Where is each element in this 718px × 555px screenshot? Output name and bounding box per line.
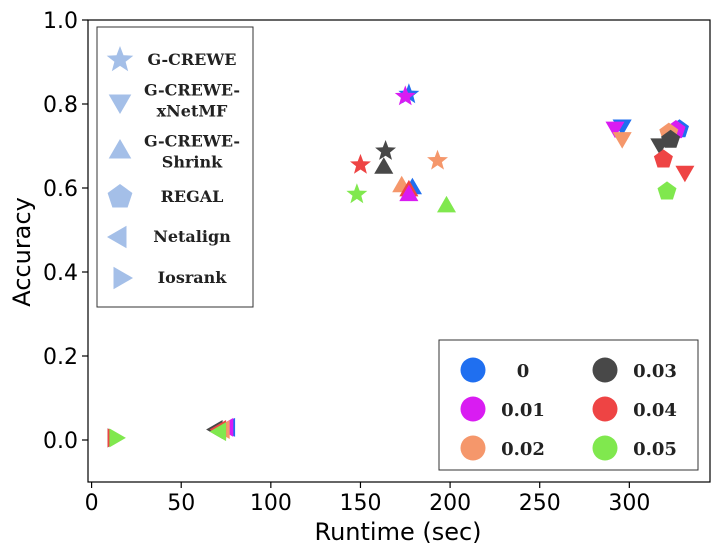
y-tick-label: 0.6 (43, 177, 78, 202)
legend-swatch-0 (460, 357, 486, 383)
x-tick-label: 200 (429, 491, 471, 516)
point-g-crewe-shrink-0-01 (399, 184, 419, 202)
legend-level-0-02: 0.02 (501, 439, 545, 460)
point-g-crewe-0-04 (350, 153, 371, 174)
y-tick-label: 0.0 (43, 429, 78, 454)
y-tick-label: 0.8 (43, 93, 78, 118)
legend-label-g-crewe-shrink: G-CREWE- (144, 132, 240, 151)
legend-marker-g-crewe (106, 46, 134, 72)
legend-label-g-crewe-shrink: Shrink (162, 153, 223, 172)
legend-label-g-crewe-xnetmf: G-CREWE- (144, 81, 240, 100)
x-tick-label: 0 (85, 491, 99, 516)
point-g-crewe-xnetmf-0-01 (605, 121, 625, 139)
legend-marker-iosrank (113, 266, 133, 290)
point-regal-0-04 (653, 149, 673, 168)
legend-label-regal: REGAL (161, 187, 224, 206)
legend-label-iosrank: Iosrank (158, 268, 228, 287)
plot-frame (87, 19, 711, 483)
legend-level-0-05: 0.05 (633, 439, 677, 460)
point-iosrank-0-05 (109, 428, 126, 448)
point-g-crewe-xnetmf-0-04 (675, 165, 695, 183)
legend-swatch-0-01 (460, 396, 486, 422)
x-tick-label: 100 (250, 491, 292, 516)
point-g-crewe-shrink-0-03 (374, 157, 394, 174)
method-legend: G-CREWE G-CREWE-xNetMF G-CREWE- Shrink REGAL… (96, 26, 254, 308)
legend-swatch-0-03 (592, 357, 618, 383)
legend-marker-g-crewe-shrink (108, 139, 132, 159)
point-netalign-0-05 (209, 422, 227, 442)
y-axis-ticks: 0.0 0.2 0.4 0.6 0.8 1.0 (43, 9, 88, 454)
legend-level-0-03: 0.03 (633, 361, 677, 382)
legend-level-0: 0 (517, 361, 530, 382)
legend-marker-g-crewe-xnetmf (108, 94, 132, 114)
legend-swatch-0-05 (592, 435, 618, 461)
x-tick-label: 300 (608, 491, 650, 516)
x-tick-label: 250 (519, 491, 561, 516)
point-g-crewe-xnetmf-0-02 (612, 132, 632, 149)
legend-marker-regal (107, 184, 133, 208)
method-legend-box (96, 26, 254, 308)
data-points (107, 83, 695, 448)
x-tick-label: 150 (339, 491, 381, 516)
x-axis-ticks: 0 50 100 150 200 250 300 (85, 482, 650, 516)
point-g-crewe-0-03 (375, 140, 396, 160)
x-tick-label: 50 (167, 491, 195, 516)
legend-label-g-crewe-xnetmf: xNetMF (157, 102, 228, 121)
y-tick-label: 0.2 (43, 345, 78, 370)
point-g-crewe-0-01 (394, 85, 416, 106)
noise-level-legend: 0 0.01 0.02 0.03 0.04 0.05 (438, 339, 699, 471)
y-tick-label: 0.4 (43, 261, 78, 286)
legend-level-0-01: 0.01 (501, 400, 545, 421)
legend-swatch-0-02 (460, 435, 486, 461)
legend-swatch-0-04 (592, 396, 618, 422)
point-g-crewe-0-05 (346, 183, 368, 204)
point-g-crewe-0-02 (427, 149, 448, 170)
legend-label-netalign: Netalign (153, 227, 231, 246)
legend-label-g-crewe: G-CREWE (148, 50, 237, 69)
legend-level-0-04: 0.04 (633, 400, 677, 421)
y-tick-label: 1.0 (43, 9, 78, 34)
point-regal-0-03 (661, 129, 681, 148)
point-regal-0-05 (657, 181, 677, 200)
x-axis-label: Runtime (sec) (314, 518, 481, 546)
y-axis-label: Accuracy (8, 197, 36, 307)
point-g-crewe-shrink-0-05 (437, 195, 456, 213)
legend-marker-netalign (107, 225, 127, 249)
